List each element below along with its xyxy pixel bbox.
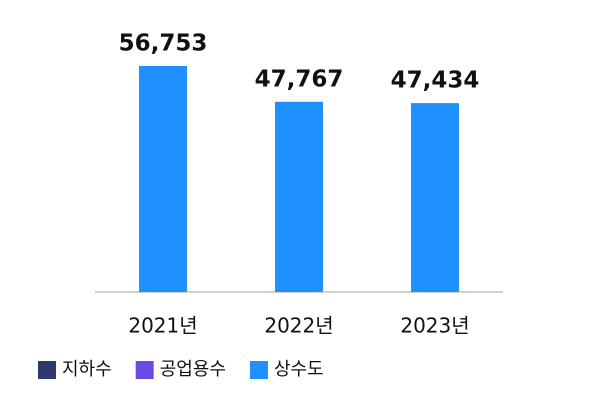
x-tick-label: 2022년: [264, 314, 333, 338]
bar: [411, 103, 459, 292]
legend-label: 지하수: [62, 359, 112, 380]
x-tick-label: 2023년: [400, 314, 469, 338]
bar: [275, 101, 323, 292]
x-tick-label: 2021년: [128, 314, 197, 338]
legend-label: 공업용수: [160, 359, 226, 380]
legend-label: 상수도: [274, 359, 324, 380]
value-label: 56,753: [119, 31, 208, 57]
legend-swatch: [135, 361, 154, 379]
bar: [139, 66, 187, 292]
value-label: 47,434: [391, 68, 480, 94]
legend-swatch: [249, 361, 268, 379]
legend-swatch: [38, 361, 56, 379]
value-label: 47,767: [255, 66, 344, 92]
